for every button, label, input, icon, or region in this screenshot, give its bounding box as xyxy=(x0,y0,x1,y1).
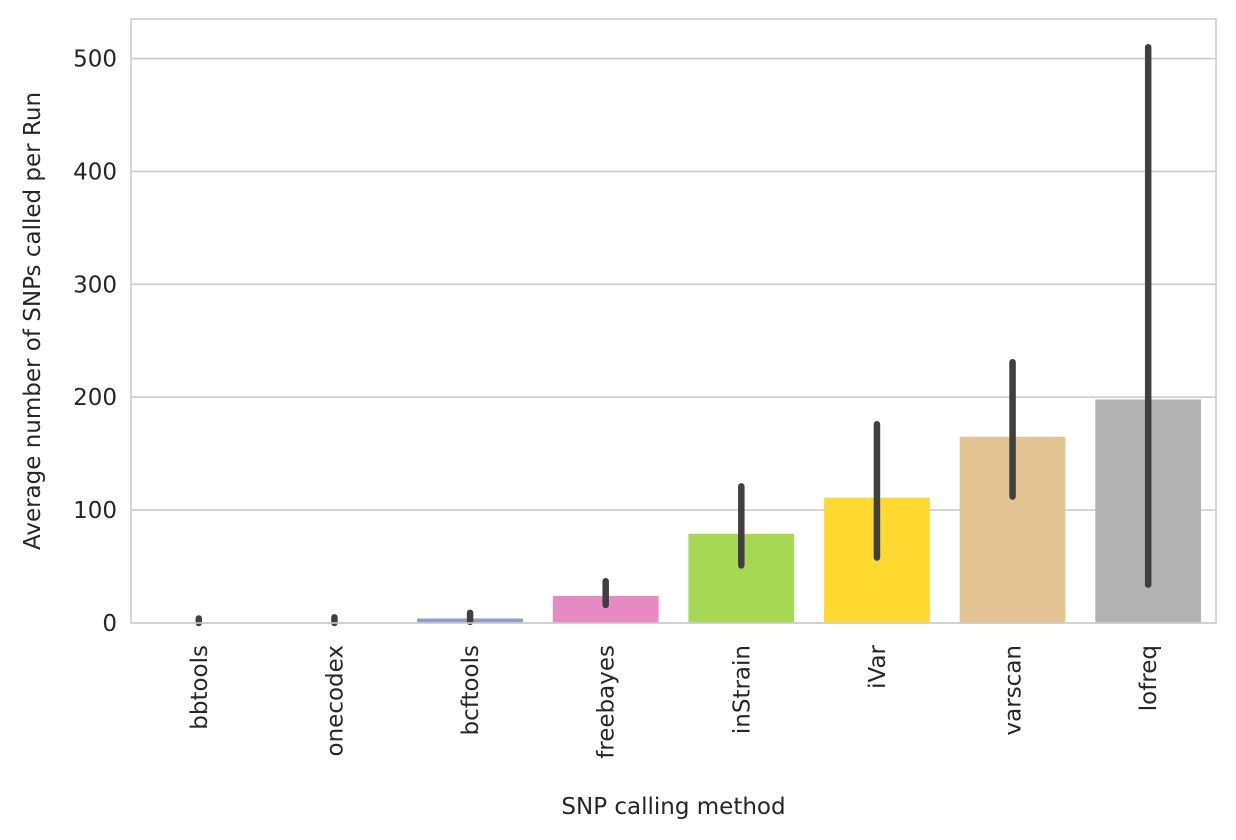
y-tick-label: 200 xyxy=(73,385,117,411)
x-tick-label: onecodex xyxy=(322,645,348,756)
y-axis-label: Average number of SNPs called per Run xyxy=(20,92,46,550)
x-tick-label: bcftools xyxy=(458,645,484,735)
y-tick-label: 400 xyxy=(73,159,117,185)
x-tick-label: lofreq xyxy=(1136,645,1162,711)
y-tick-label: 0 xyxy=(102,611,117,637)
x-tick-label: freebayes xyxy=(594,645,620,759)
x-tick-label: iVar xyxy=(865,644,891,688)
y-tick-label: 100 xyxy=(73,498,117,524)
x-tick-label: varscan xyxy=(1001,645,1027,735)
y-tick-label: 300 xyxy=(73,272,117,298)
x-tick-labels: bbtools onecodex bcftools freebayes inStrain… xyxy=(187,644,1162,758)
x-axis-label: SNP calling method xyxy=(561,794,785,820)
plot-frame xyxy=(130,18,1217,624)
x-tick-label: bbtools xyxy=(187,645,213,730)
x-tick-label: inStrain xyxy=(729,645,755,734)
error-bar-layer xyxy=(195,43,1152,627)
y-tick-label: 500 xyxy=(73,47,117,73)
y-tick-labels: 0 100 200 300 400 500 xyxy=(73,47,117,637)
